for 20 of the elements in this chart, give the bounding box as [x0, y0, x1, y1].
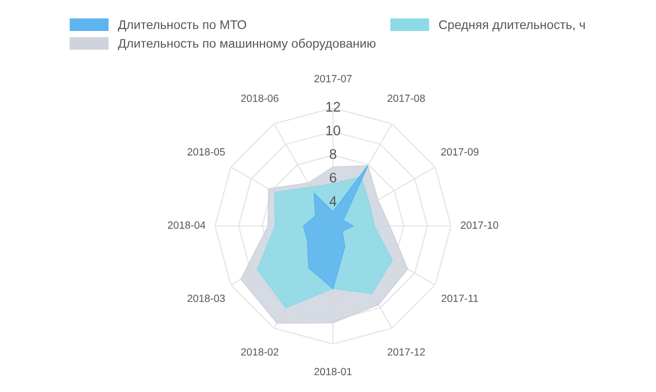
legend-label: Средняя длительность, ч: [439, 20, 585, 32]
spoke-label: 2018-05: [188, 148, 225, 156]
spoke-label: 2017-12: [388, 348, 425, 356]
y-tick-label: 6: [330, 172, 336, 183]
spoke-label: 2018-04: [168, 221, 206, 229]
spoke-label: 2017-09: [441, 148, 478, 156]
y-tick-label: 12: [326, 102, 340, 112]
spoke-label: 2018-02: [241, 348, 278, 356]
y-tick-label: 4: [329, 196, 336, 206]
legend-label: Длительность по МТО: [118, 20, 246, 32]
legend-label: Длительность по машинному оборудованию: [118, 38, 376, 50]
spoke-label: 2017-10: [460, 221, 498, 229]
spoke-label: 2018-06: [241, 94, 278, 102]
spoke-label: 2017-07: [314, 74, 352, 82]
y-tick-label: 8: [330, 149, 336, 159]
spoke-label: 2018-03: [188, 294, 225, 302]
spoke-label: 2017-08: [388, 94, 425, 102]
spoke-label: 2017-11: [442, 294, 478, 302]
y-tick-label: 10: [326, 125, 340, 136]
spoke-label: 2018-01: [314, 368, 352, 376]
